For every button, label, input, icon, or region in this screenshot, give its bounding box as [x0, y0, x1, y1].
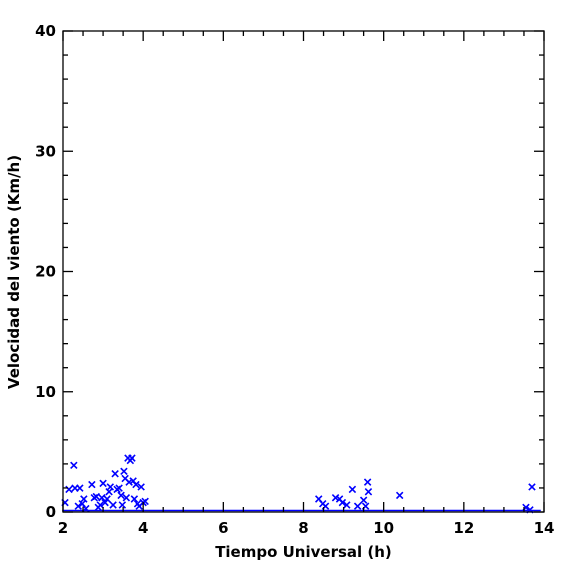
- y-axis-title: Velocidad del viento (Km/h): [5, 155, 23, 389]
- axis-ticks: 2 4 6 8 10 12 14 0 10 20 30 40: [35, 22, 554, 537]
- data-point: [88, 480, 96, 489]
- data-point-stroke: [122, 494, 131, 502]
- data-point-stroke: [78, 500, 86, 508]
- data-point-stroke: [82, 504, 90, 513]
- data-point: [359, 496, 368, 504]
- data-point-stroke: [130, 495, 139, 503]
- data-point: [109, 501, 117, 509]
- data-point: [82, 504, 90, 513]
- y-tick-label: 0: [46, 503, 56, 521]
- data-point: [76, 484, 84, 492]
- data-point-stroke: [101, 498, 109, 507]
- data-point-stroke: [118, 501, 127, 509]
- data-point: [98, 494, 106, 502]
- data-point-stroke: [128, 454, 136, 462]
- y-tick-label: 20: [35, 263, 56, 281]
- data-point-stroke: [121, 474, 129, 483]
- x-axis-title: Tiempo Universal (h): [215, 543, 392, 561]
- data-point: [122, 494, 131, 502]
- data-point: [353, 502, 362, 510]
- data-point: [120, 467, 128, 476]
- data-point-stroke: [92, 492, 101, 501]
- data-point-stroke: [335, 495, 344, 503]
- data-point: [343, 501, 351, 509]
- data-point-stroke: [115, 484, 123, 492]
- x-tick-label: 6: [218, 519, 228, 537]
- data-point: [130, 495, 139, 503]
- data-point-stroke: [348, 485, 357, 494]
- data-point-stroke: [70, 461, 78, 470]
- data-point: [101, 498, 109, 507]
- data-point-stroke: [88, 480, 96, 489]
- y-tick-label: 40: [35, 22, 56, 40]
- data-point: [78, 500, 86, 508]
- x-tick-label: 10: [373, 519, 394, 537]
- x-tick-label: 12: [453, 519, 474, 537]
- data-point: [103, 495, 111, 503]
- plot-frame: [62, 30, 545, 513]
- x-tick-label: 2: [58, 519, 68, 537]
- data-point: [80, 495, 88, 503]
- x-tick-label: 8: [298, 519, 308, 537]
- data-point-stroke: [528, 483, 536, 491]
- data-point: [99, 479, 107, 488]
- data-point-stroke: [343, 501, 351, 509]
- x-tick-label: 14: [534, 519, 555, 537]
- data-point-stroke: [106, 483, 115, 491]
- data-point-stroke: [65, 485, 73, 494]
- data-point-stroke: [117, 491, 125, 500]
- data-point: [338, 498, 347, 507]
- data-point-stroke: [395, 491, 404, 500]
- data-point-stroke: [105, 488, 113, 496]
- data-point: [395, 491, 404, 500]
- data-point: [137, 483, 145, 491]
- data-point-stroke: [364, 488, 373, 496]
- data-point-stroke: [96, 501, 105, 509]
- y-tick-label: 10: [35, 383, 56, 401]
- data-point-stroke: [359, 496, 368, 504]
- data-point-stroke: [132, 480, 140, 489]
- data-point-stroke: [109, 501, 117, 509]
- data-point: [128, 454, 136, 462]
- x-tick-label: 4: [138, 519, 148, 537]
- data-point-stroke: [137, 483, 145, 491]
- data-point-stroke: [74, 502, 82, 510]
- data-point-stroke: [103, 495, 111, 503]
- data-point-stroke: [353, 502, 362, 510]
- data-point-stroke: [363, 478, 372, 486]
- data-point: [70, 461, 78, 470]
- data-point: [115, 484, 123, 492]
- data-point-stroke: [125, 478, 133, 486]
- data-point: [364, 488, 373, 496]
- data-point: [96, 501, 105, 509]
- data-point-stroke: [98, 494, 106, 502]
- y-tick-label: 30: [35, 142, 56, 160]
- data-point: [348, 485, 357, 494]
- data-point: [117, 491, 125, 500]
- data-point-stroke: [315, 495, 323, 503]
- data-point-stroke: [80, 495, 88, 503]
- data-point: [111, 469, 119, 478]
- data-point-stroke: [71, 484, 79, 492]
- data-point: [92, 492, 101, 501]
- data-point-stroke: [111, 469, 119, 478]
- data-point: [106, 483, 115, 491]
- data-point: [118, 501, 127, 509]
- data-point: [528, 483, 536, 491]
- data-point-stroke: [129, 477, 137, 485]
- data-point-stroke: [120, 467, 128, 476]
- data-point: [74, 502, 82, 510]
- plot-marks: [61, 454, 541, 514]
- data-point: [71, 484, 79, 492]
- data-point-stroke: [338, 498, 347, 507]
- data-point: [363, 478, 372, 486]
- data-point-stroke: [99, 479, 107, 488]
- data-point-stroke: [76, 484, 84, 492]
- data-point: [132, 480, 140, 489]
